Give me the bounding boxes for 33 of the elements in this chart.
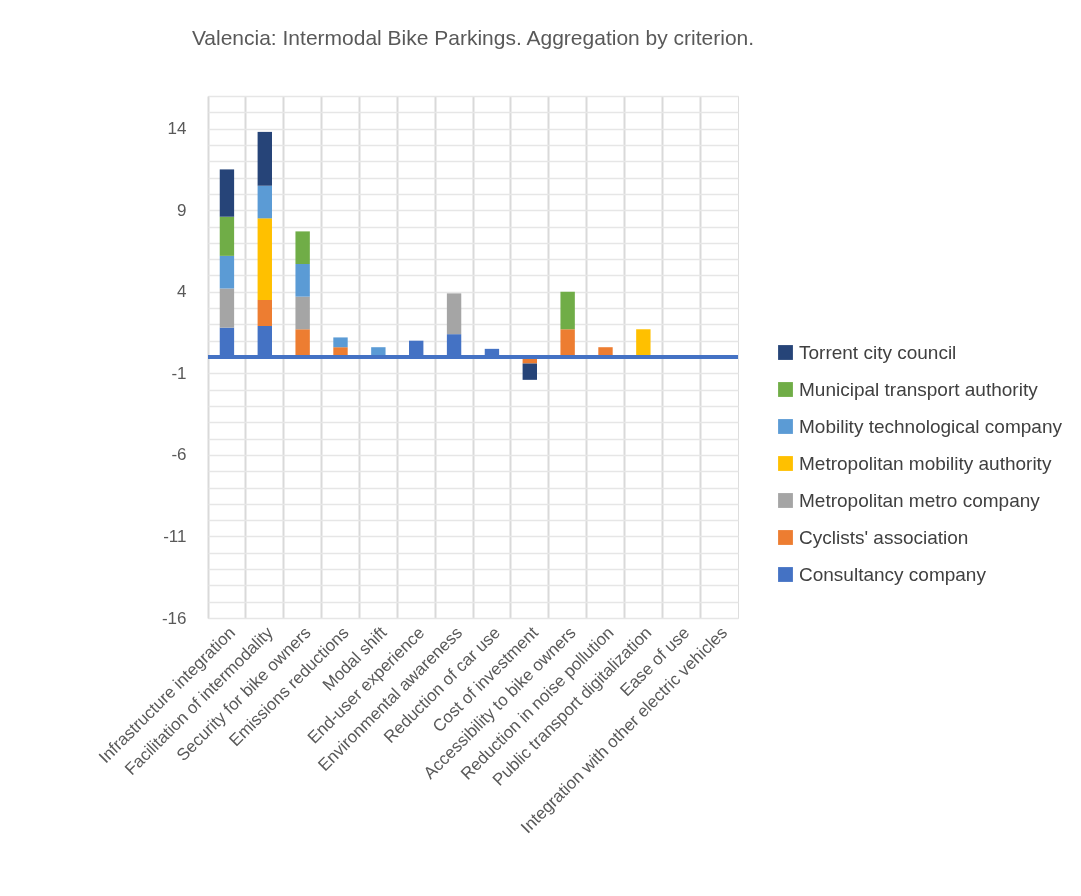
bar — [257, 299, 272, 327]
bar — [257, 218, 272, 300]
bar — [257, 185, 272, 219]
bar — [295, 296, 310, 330]
y-tick-label: -6 — [171, 445, 187, 465]
y-tick-label: 9 — [177, 200, 187, 220]
y-tick-label: -1 — [171, 363, 187, 383]
legend-label: Torrent city council — [799, 341, 957, 363]
bar — [560, 329, 575, 357]
y-tick-label: -16 — [161, 608, 187, 628]
bar — [636, 329, 651, 357]
bar — [219, 288, 235, 328]
legend-label: Metropolitan metro company — [799, 489, 1041, 511]
bar — [219, 255, 235, 289]
bar — [333, 337, 348, 348]
bar — [446, 293, 462, 335]
legend-label: Cyclists' association — [799, 526, 969, 548]
bar — [295, 264, 310, 297]
bar — [219, 216, 235, 256]
y-tick-label: 14 — [167, 119, 187, 139]
y-tick-label: 4 — [177, 282, 187, 302]
bar — [522, 363, 537, 380]
legend-label: Consultancy company — [799, 563, 987, 585]
bar — [219, 169, 235, 217]
bar — [295, 329, 310, 357]
legend-label: Municipal transport authority — [799, 378, 1039, 400]
bar — [257, 131, 272, 186]
bar — [295, 231, 310, 265]
legend-label: Metropolitan mobility authority — [799, 452, 1052, 474]
bar — [560, 291, 575, 330]
legend-label: Mobility technological company — [799, 415, 1063, 437]
chart-title: Valencia: Intermodal Bike Parkings. Aggregation by criterion. — [191, 26, 755, 49]
y-tick-label: -11 — [163, 526, 187, 546]
